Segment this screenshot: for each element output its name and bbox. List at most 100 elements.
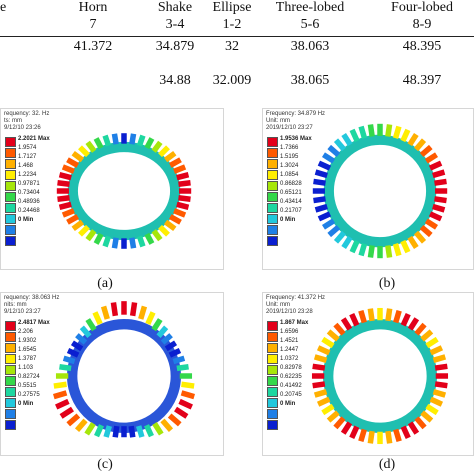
order-four-lobed: 8-9 xyxy=(412,17,432,32)
panel-d-frequency: Frequency: 41.372 Hz xyxy=(266,295,326,301)
ring-tooth xyxy=(321,336,335,349)
ring-tooth xyxy=(425,336,439,349)
ring-tooth xyxy=(327,224,341,238)
mode-panel-a: requency: 32. Hz ts: mm 9/12/10 23:26 2.… xyxy=(0,108,224,270)
ring-tooth xyxy=(432,354,447,363)
panel-c-legend: 2.4817 Max 2.206 1.9302 1.6545 1.3787 1.103 0.… xyxy=(5,320,50,431)
legend-swatch xyxy=(5,192,16,202)
header-four-lobed: Four-lobed xyxy=(391,0,453,15)
ring-tooth xyxy=(93,137,104,150)
legend-label: 1.2234 xyxy=(18,172,37,178)
legend-label: 0.5515 xyxy=(18,383,37,389)
ring-tooth xyxy=(66,413,81,427)
legend-label: 1.7366 xyxy=(280,145,299,151)
ring-inner-band xyxy=(67,141,181,241)
ring-tooth xyxy=(143,424,154,438)
ring-tooth xyxy=(432,169,446,179)
legend-swatch xyxy=(267,236,278,246)
legend-swatch xyxy=(5,332,16,342)
legend-swatch xyxy=(267,170,278,180)
legend-label: 0 Min xyxy=(18,217,34,223)
legend-swatch xyxy=(267,332,278,342)
ring-tooth xyxy=(158,224,170,237)
ring-tooth xyxy=(349,128,360,143)
ring-tooth xyxy=(145,311,156,326)
ring-tooth xyxy=(111,133,119,145)
legend-label: 0 Min xyxy=(18,401,34,407)
ring-tooth xyxy=(393,309,402,324)
ring-tooth xyxy=(164,340,178,352)
legend-label: 1.0372 xyxy=(280,356,299,362)
ring-tooth xyxy=(78,145,90,158)
ring-tooth xyxy=(414,416,427,430)
legend-label: 0 Min xyxy=(280,217,296,223)
panel-c-date: 9/12/10 23:27 xyxy=(4,309,41,315)
legend-swatch xyxy=(5,343,16,353)
legend-swatch xyxy=(267,181,278,191)
ring-tooth xyxy=(57,180,70,187)
legend-label: 2.206 xyxy=(18,329,34,335)
ring-tooth xyxy=(385,308,393,322)
row2-ellipse: 32.009 xyxy=(212,73,252,88)
ring-tooth xyxy=(112,425,120,438)
ring-tooth xyxy=(333,322,346,336)
ring-tooth xyxy=(61,208,75,218)
ring-tooth xyxy=(59,363,72,372)
legend-swatch xyxy=(5,409,16,419)
ring-tooth xyxy=(407,421,420,435)
panel-d-date: 2019/12/10 23:28 xyxy=(266,309,313,315)
ring-tooth xyxy=(144,232,155,245)
legend-swatch xyxy=(267,148,278,158)
legend-swatch xyxy=(5,225,16,235)
legend-swatch xyxy=(267,321,278,331)
legend-swatch xyxy=(267,365,278,375)
ring-tooth xyxy=(420,329,434,342)
panel-a-legend: 2.2021 Max 1.9574 1.7127 1.468 1.2234 0.97871… xyxy=(5,136,50,247)
ring-tooth xyxy=(85,140,97,153)
legend-swatch xyxy=(5,170,16,180)
ring-tooth xyxy=(321,403,335,416)
ring-tooth xyxy=(53,381,67,389)
ring-tooth xyxy=(138,305,148,320)
panel-b-frequency: Frequency: 34.879 Hz xyxy=(266,111,326,117)
ring-tooth xyxy=(400,312,411,327)
ring-tooth xyxy=(385,245,393,258)
ring-tooth xyxy=(102,134,112,147)
legend-label: 1.9574 xyxy=(18,145,37,151)
caption-b: (b) xyxy=(378,276,396,291)
legend-label: 0.43414 xyxy=(280,199,302,205)
ring-tooth xyxy=(57,195,70,202)
ring-tooth xyxy=(163,219,177,232)
ring-tooth xyxy=(71,219,85,232)
ring-tooth xyxy=(75,333,88,345)
ring-tooth xyxy=(434,363,448,371)
ring-tooth xyxy=(393,428,402,443)
ring-tooth xyxy=(136,425,145,438)
ring-tooth xyxy=(144,137,155,150)
ring-tooth xyxy=(178,180,191,187)
legend-label: 1.7127 xyxy=(18,154,37,160)
legend-swatch xyxy=(267,376,278,386)
row1-four-lobed: 48.395 xyxy=(402,39,442,54)
legend-swatch xyxy=(5,214,16,224)
ring-tooth xyxy=(392,243,402,257)
legend-swatch xyxy=(267,343,278,353)
ring-tooth xyxy=(168,347,182,358)
ring-tooth xyxy=(327,144,341,158)
legend-label: 1.3024 xyxy=(280,163,299,169)
ring-tooth xyxy=(313,178,326,186)
panel-c-meta: requency: 38.063 Hz nits: mm 9/12/10 23:… xyxy=(4,295,59,316)
ring-tooth xyxy=(326,410,340,423)
ring-tooth xyxy=(158,145,170,158)
ring-tooth xyxy=(172,355,186,365)
panel-b-units: Unit: mm xyxy=(266,118,290,124)
legend-swatch xyxy=(5,137,16,147)
ring-tooth xyxy=(385,430,393,444)
ring-tooth xyxy=(110,302,119,317)
legend-label: 1.0854 xyxy=(280,172,299,178)
ring-tooth xyxy=(59,406,74,419)
caption-a: (a) xyxy=(97,276,113,291)
ring-tooth xyxy=(358,428,367,443)
ring-tooth xyxy=(333,416,346,430)
ring-tooth xyxy=(151,318,163,332)
